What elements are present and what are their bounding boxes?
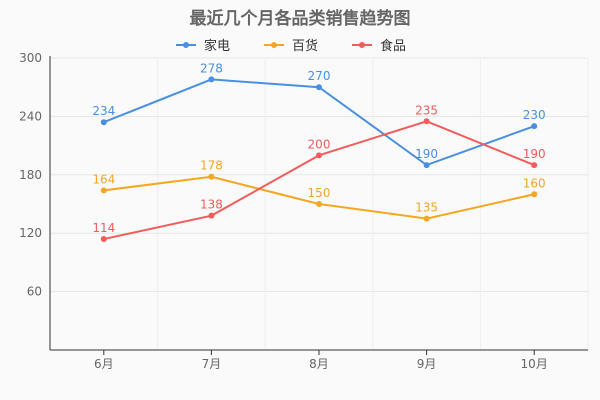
series-layer bbox=[100, 76, 538, 243]
legend-item[interactable]: 食品 bbox=[352, 38, 406, 54]
legend-label: 食品 bbox=[380, 38, 406, 54]
data-point[interactable] bbox=[423, 162, 430, 169]
legend-marker bbox=[183, 42, 189, 48]
data-label: 200 bbox=[308, 137, 331, 151]
data-point[interactable] bbox=[316, 201, 322, 207]
data-point[interactable] bbox=[531, 162, 538, 169]
chart-title: 最近几个月各品类销售趋势图 bbox=[190, 8, 411, 29]
data-label: 150 bbox=[308, 186, 331, 200]
y-tick-label: 120 bbox=[19, 226, 42, 240]
legend-marker bbox=[359, 42, 365, 48]
data-label: 138 bbox=[200, 198, 223, 212]
legend: 家电 百货 食品 bbox=[176, 38, 406, 54]
data-label: 278 bbox=[200, 61, 223, 75]
data-label: 235 bbox=[415, 103, 438, 117]
data-label: 114 bbox=[92, 221, 115, 235]
axes: 60 120 180 240 300 6月 7月 8月 9月 10月 bbox=[19, 51, 588, 371]
legend-item[interactable]: 百货 bbox=[264, 38, 318, 54]
data-point[interactable] bbox=[531, 191, 538, 198]
data-labels: 234 278 270 190 230 164 178 150 135 160 114 138 200 2… bbox=[92, 61, 545, 235]
data-label: 230 bbox=[523, 108, 546, 122]
x-tick-label: 8月 bbox=[309, 357, 329, 371]
data-label: 190 bbox=[523, 147, 546, 161]
data-point[interactable] bbox=[423, 118, 430, 125]
data-label: 160 bbox=[523, 176, 546, 190]
x-tick-label: 7月 bbox=[202, 357, 222, 371]
data-point[interactable] bbox=[100, 119, 107, 126]
x-tick-label: 9月 bbox=[417, 357, 437, 371]
data-label: 135 bbox=[415, 201, 438, 215]
grid bbox=[50, 57, 589, 350]
data-label: 190 bbox=[415, 147, 438, 161]
data-point[interactable] bbox=[316, 84, 322, 91]
data-label: 164 bbox=[92, 172, 115, 186]
x-tick-label: 6月 bbox=[94, 357, 114, 371]
y-tick-label: 180 bbox=[19, 168, 42, 182]
legend-item[interactable]: 家电 bbox=[176, 38, 230, 54]
data-point[interactable] bbox=[531, 123, 538, 130]
data-label: 234 bbox=[92, 104, 115, 118]
data-label: 178 bbox=[200, 159, 223, 173]
data-label: 270 bbox=[308, 69, 331, 83]
data-point[interactable] bbox=[208, 76, 215, 83]
x-tick-label: 10月 bbox=[521, 357, 548, 371]
data-point[interactable] bbox=[208, 173, 215, 180]
data-point[interactable] bbox=[100, 187, 107, 194]
legend-label: 百货 bbox=[292, 38, 318, 54]
legend-label: 家电 bbox=[204, 38, 230, 54]
data-point[interactable] bbox=[316, 152, 322, 159]
data-point[interactable] bbox=[100, 236, 107, 243]
y-tick-label: 240 bbox=[19, 109, 42, 123]
y-tick-label: 60 bbox=[27, 285, 42, 299]
series-line bbox=[103, 78, 535, 167]
legend-marker bbox=[271, 42, 277, 48]
data-point[interactable] bbox=[208, 212, 215, 219]
y-tick-label: 300 bbox=[19, 51, 42, 65]
data-point[interactable] bbox=[423, 215, 430, 222]
